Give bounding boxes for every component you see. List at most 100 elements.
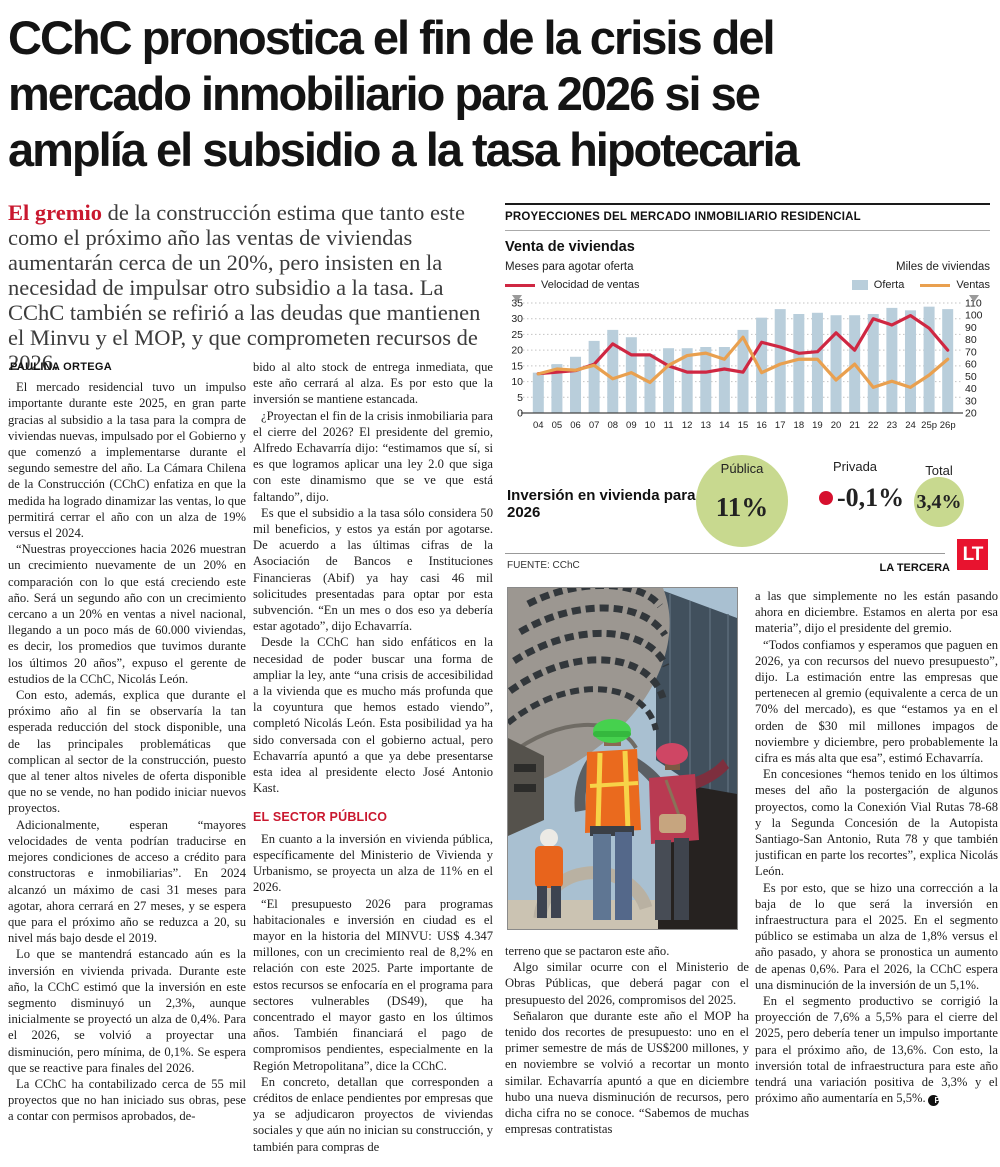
paragraph: En concesiones “hemos tenido en los últi… xyxy=(755,767,998,879)
divider xyxy=(505,553,945,554)
paragraph: a las que simplemente no les están pasan… xyxy=(755,589,998,636)
headline-line-2: mercado inmobiliario para 2026 si se xyxy=(8,67,761,120)
la-tercera-logo: LT xyxy=(957,539,988,570)
svg-text:14: 14 xyxy=(719,420,730,431)
publica-bubble: Pública 11% xyxy=(696,455,788,547)
privada-value: -0,1% xyxy=(837,483,905,512)
svg-text:100: 100 xyxy=(965,310,983,322)
worker-red-helmet xyxy=(649,743,729,920)
article-headline: CChC pronostica el fin de la crisis del … xyxy=(8,10,994,178)
paragraph: Con esto, además, explica que durante el… xyxy=(8,688,246,816)
paragraph: Señalaron que durante este año el MOP ha… xyxy=(505,1008,749,1137)
publica-value: 11% xyxy=(715,492,769,522)
paragraph: La CChC ha contabilizado cerca de 55 mil… xyxy=(8,1076,246,1124)
total-value: 3,4% xyxy=(916,490,962,513)
svg-text:25p: 25p xyxy=(921,420,937,431)
article-lead: El gremio de la construcción estima que … xyxy=(8,200,502,375)
chart-legend: Velocidad de ventas Oferta Ventas xyxy=(505,279,990,291)
article-end-mark: P xyxy=(927,1095,940,1107)
lead-highlight: El gremio xyxy=(8,200,102,225)
paragraph: Es por esto, que se hizo una corrección … xyxy=(755,880,998,992)
svg-text:04: 04 xyxy=(533,420,544,431)
investment-label: Inversión en vivienda para 2026 xyxy=(507,487,696,521)
infographic-kicker: PROYECCIONES DEL MERCADO INMOBILIARIO RE… xyxy=(505,211,861,223)
svg-text:11: 11 xyxy=(664,420,674,431)
paragraph: Lo que se mantendrá estancado aún es la … xyxy=(8,947,246,1075)
total-label: Total xyxy=(925,463,953,478)
svg-text:90: 90 xyxy=(965,322,977,334)
paragraph: bido al alto stock de entrega inmediata,… xyxy=(253,360,493,407)
privada-label: Privada xyxy=(832,459,878,474)
svg-text:26p: 26p xyxy=(940,420,956,431)
svg-text:05: 05 xyxy=(552,420,563,431)
source-credit: FUENTE: CChC xyxy=(507,560,580,571)
svg-text:23: 23 xyxy=(887,420,898,431)
svg-text:80: 80 xyxy=(965,334,977,346)
publica-label: Pública xyxy=(720,461,764,476)
housing-sales-chart: 0 5 10 15 20 25 30 35 20 30 40 50 60 70 80 90 100 110 04 05… xyxy=(505,293,990,444)
svg-text:40: 40 xyxy=(965,383,977,395)
paragraph: Es que el subsidio a la tasa sólo consid… xyxy=(253,505,493,634)
article-column-4: a las que simplemente no les están pasan… xyxy=(755,588,998,1167)
svg-text:12: 12 xyxy=(682,420,693,431)
svg-text:15: 15 xyxy=(511,360,523,372)
svg-text:21: 21 xyxy=(849,420,860,431)
paragraph-text: En el segmento productivo se corrigió la… xyxy=(755,994,998,1106)
newspaper-credit: LA TERCERA xyxy=(879,562,950,574)
svg-text:06: 06 xyxy=(570,420,581,431)
headline-line-3: amplía el subsidio a la tasa hipotecaria xyxy=(8,123,800,176)
infographic-panel: PROYECCIONES DEL MERCADO INMOBILIARIO RE… xyxy=(505,203,990,575)
paragraph: “El presupuesto 2026 para programas habi… xyxy=(253,896,493,1073)
photo-illustration xyxy=(508,588,737,929)
construction-workers-photo xyxy=(507,587,738,930)
byline: PAULINA ORTEGA xyxy=(10,361,112,373)
svg-text:60: 60 xyxy=(965,359,977,371)
legend-oferta-label: Oferta xyxy=(873,279,905,291)
blue-bar-swatch-icon xyxy=(851,280,868,290)
chart-title: Venta de viviendas xyxy=(505,239,635,255)
paragraph: Desde la CChC han sido enfáticos en la n… xyxy=(253,635,493,796)
svg-text:16: 16 xyxy=(756,420,767,431)
paragraph: En cuanto a la inversión en vivienda púb… xyxy=(253,831,493,895)
privada-dot-icon xyxy=(819,491,833,505)
paragraph: En concreto, detallan que corresponden a… xyxy=(253,1074,493,1154)
svg-text:10: 10 xyxy=(511,376,523,388)
paragraph: El mercado residencial tuvo un impulso i… xyxy=(8,380,246,541)
svg-text:30: 30 xyxy=(511,313,523,325)
article-column-1: PAULINA ORTEGA El mercado residencial tu… xyxy=(8,359,246,1167)
worker-green-helmet xyxy=(574,719,667,920)
worker-small xyxy=(535,829,563,918)
svg-text:19: 19 xyxy=(812,420,823,431)
svg-text:09: 09 xyxy=(626,420,637,431)
svg-text:30: 30 xyxy=(965,395,977,407)
lead-text: de la construcción estima que tanto este… xyxy=(8,200,481,375)
paragraph: Algo similar ocurre con el Ministerio de… xyxy=(505,960,749,1007)
article-column-3: terreno que se pactaron este año. Algo s… xyxy=(505,943,749,1167)
svg-text:20: 20 xyxy=(831,420,842,431)
svg-text:50: 50 xyxy=(965,371,977,383)
paragraph: “Nuestras proyecciones hacia 2026 muestr… xyxy=(8,542,246,686)
paragraph: ¿Proyectan el fin de la crisis inmobilia… xyxy=(253,408,493,504)
svg-text:20: 20 xyxy=(511,345,523,357)
left-axis-unit-label: Meses para agotar oferta xyxy=(505,261,634,273)
right-axis-unit-label: Miles de viviendas xyxy=(896,261,990,273)
paragraph: “Todos confiamos y esperamos que paguen … xyxy=(755,637,998,766)
svg-text:70: 70 xyxy=(965,346,977,358)
svg-text:15: 15 xyxy=(738,420,749,431)
legend-ventas-label: Ventas xyxy=(956,279,990,291)
svg-text:17: 17 xyxy=(775,420,786,431)
svg-text:0: 0 xyxy=(517,408,523,420)
paragraph: Adicionalmente, esperan “mayores velocid… xyxy=(8,817,246,946)
legend-velocidad-label: Velocidad de ventas xyxy=(541,279,640,291)
privada-bubble: -0,1% xyxy=(819,483,904,513)
svg-text:5: 5 xyxy=(517,392,523,404)
svg-text:08: 08 xyxy=(607,420,618,431)
headline-line-1: CChC pronostica el fin de la crisis del xyxy=(8,11,776,64)
svg-text:07: 07 xyxy=(589,420,600,431)
legend-right-group: Oferta Ventas xyxy=(851,279,990,291)
divider xyxy=(505,230,990,231)
paragraph: En el segmento productivo se corrigió la… xyxy=(755,993,998,1107)
svg-text:35: 35 xyxy=(511,298,523,310)
svg-text:22: 22 xyxy=(868,420,879,431)
